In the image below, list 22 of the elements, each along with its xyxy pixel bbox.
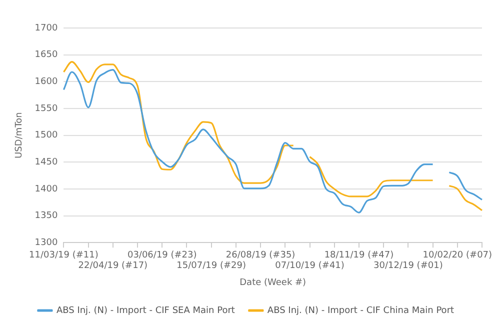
x-tick-label: 15/07/19 (#29) [176, 261, 246, 272]
x-tick-label: 10/02/20 (#07) [422, 250, 492, 260]
y-tick-label: 1500 [34, 130, 58, 141]
x-tick-label: 22/04/19 (#17) [78, 261, 148, 272]
y-tick-label: 1550 [34, 104, 58, 114]
x-tick-label: 07/10/19 (#41) [275, 261, 344, 272]
y-tick-label: 1600 [34, 76, 58, 87]
y-tick-label: 1350 [34, 211, 58, 222]
y-tick-label: 1650 [34, 50, 58, 60]
x-tick-label: 03/06/19 (#23) [127, 250, 197, 260]
x-tick-label: 26/08/19 (#35) [226, 250, 296, 260]
y-tick-label: 1400 [34, 184, 58, 194]
y-tick-label: 1450 [34, 157, 58, 168]
x-tick-label: 30/12/19 (#01) [374, 261, 443, 272]
legend-label: ABS Inj. (N) - Import - CIF SEA Main Port [56, 306, 236, 316]
legend-label: ABS Inj. (N) - Import - CIF China Main Port [267, 306, 455, 316]
x-tick-label: 18/11/19 (#47) [324, 250, 394, 260]
y-tick-label: 1700 [34, 23, 58, 34]
y-axis-title: USD/mTon [14, 112, 25, 158]
x-tick-label: 11/03/19 (#11) [29, 250, 98, 260]
y-tick-label: 1300 [34, 238, 58, 248]
x-axis-title: Date (Week #) [240, 278, 306, 288]
